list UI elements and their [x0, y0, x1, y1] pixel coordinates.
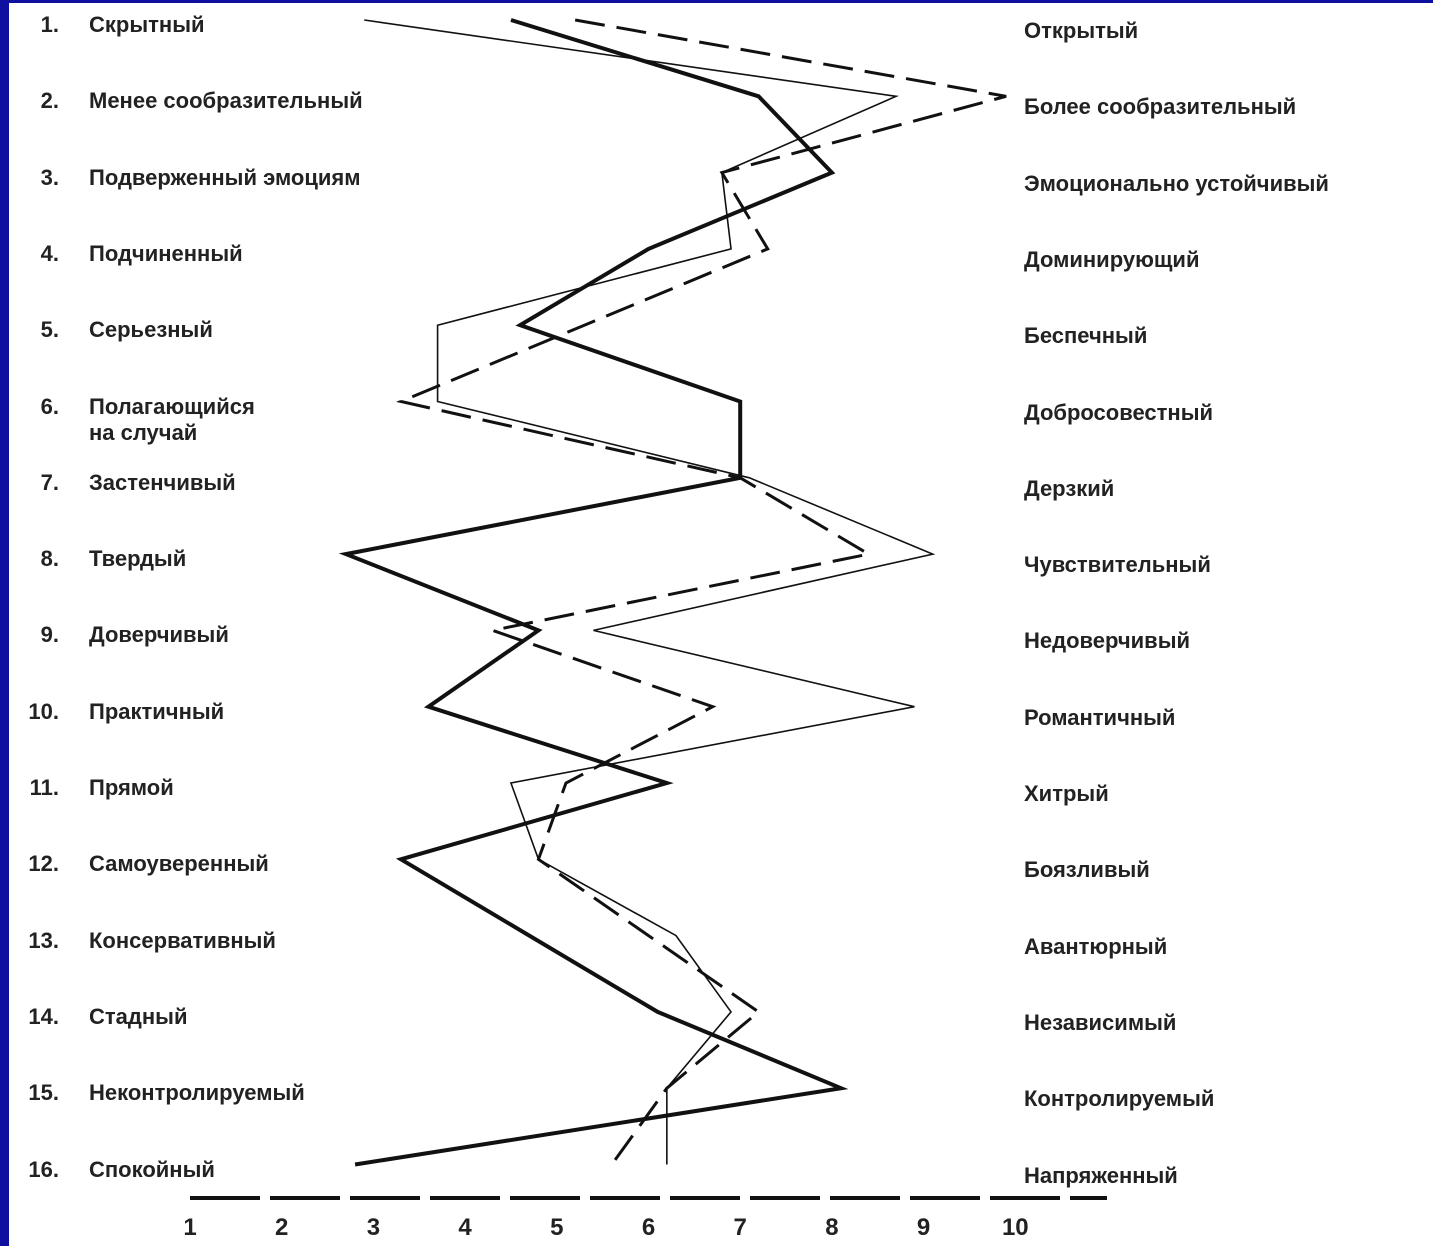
left-label: Неконтролируемый [89, 1080, 305, 1106]
right-label: Открытый [1024, 18, 1139, 43]
row-number: 13. [28, 927, 59, 953]
row-number: 15. [28, 1080, 59, 1106]
right-label: Независимый [1024, 1009, 1177, 1035]
x-tick-label: 3 [366, 1214, 381, 1241]
chart: 1. Скрытный Открытый 2. Менее сообразительны… [9, 3, 1433, 1246]
right-label: Чувствительный [1024, 552, 1211, 578]
left-label: Менее сообразительный [89, 88, 363, 114]
left-label: Прямой [89, 775, 174, 800]
left-label: Самоуверенный [89, 851, 269, 877]
row-number: 7. [40, 469, 59, 495]
row-number: 14. [28, 1003, 59, 1029]
left-label: Стадный [89, 1003, 188, 1029]
x-tick-label: 2 [275, 1214, 289, 1241]
left-label: Консервативный [89, 927, 276, 953]
row-number: 8. [40, 546, 59, 572]
left-label: Твердый [89, 546, 187, 572]
right-label: Эмоционально устойчивый [1024, 170, 1329, 196]
right-label: Добросовестный [1024, 399, 1214, 425]
x-tick-label: 4 [458, 1214, 472, 1241]
row-number: 10. [28, 698, 59, 724]
right-label: Доминирующий [1024, 246, 1200, 272]
row-number: 9. [40, 622, 59, 648]
profile-line [395, 18, 1007, 1166]
right-label: Недоверчивый [1024, 628, 1191, 654]
left-label: Застенчивый [89, 469, 236, 495]
right-label: Боязливый [1024, 857, 1150, 883]
right-label: Напряженный [1024, 1162, 1178, 1188]
left-label: Доверчивый [89, 622, 229, 648]
plot [190, 18, 1107, 1200]
row-number: 16. [28, 1156, 59, 1182]
left-label: Практичный [89, 698, 225, 724]
left-label: Подверженный эмоциям [89, 164, 361, 190]
left-label: Скрытный [89, 12, 205, 37]
x-tick-label: 9 [916, 1214, 931, 1241]
left-label: Подчиненный [89, 240, 243, 266]
left-label: Спокойный [89, 1156, 215, 1182]
row-number: 3. [40, 164, 59, 190]
row-number: 11. [29, 775, 59, 800]
right-label: Более сообразительный [1024, 94, 1297, 120]
right-label: Беспечный [1024, 323, 1148, 349]
row-number: 4. [40, 240, 59, 266]
x-tick-label: 1 [183, 1214, 197, 1241]
row-number: 12. [28, 851, 59, 877]
row-number: 5. [40, 317, 59, 343]
right-label: Дерзкий [1024, 475, 1115, 501]
row-number: 6. [40, 393, 59, 419]
profile-line [364, 19, 936, 1165]
x-tick-label: 6 [641, 1214, 656, 1241]
right-label: Хитрый [1024, 781, 1109, 806]
x-tick-label: 8 [825, 1214, 839, 1241]
right-label: Авантюрный [1024, 933, 1168, 959]
x-tick-label: 10 [1001, 1214, 1029, 1241]
x-tick-label: 7 [733, 1214, 747, 1241]
row-number: 1. [40, 12, 59, 37]
left-label: Полагающийся на случай [89, 393, 255, 445]
x-tick-label: 5 [550, 1214, 564, 1241]
right-label: Романтичный [1024, 704, 1176, 730]
profile-line [338, 18, 849, 1167]
left-label: Серьезный [89, 317, 213, 343]
row-number: 2. [40, 88, 59, 114]
right-label: Контролируемый [1024, 1086, 1215, 1112]
